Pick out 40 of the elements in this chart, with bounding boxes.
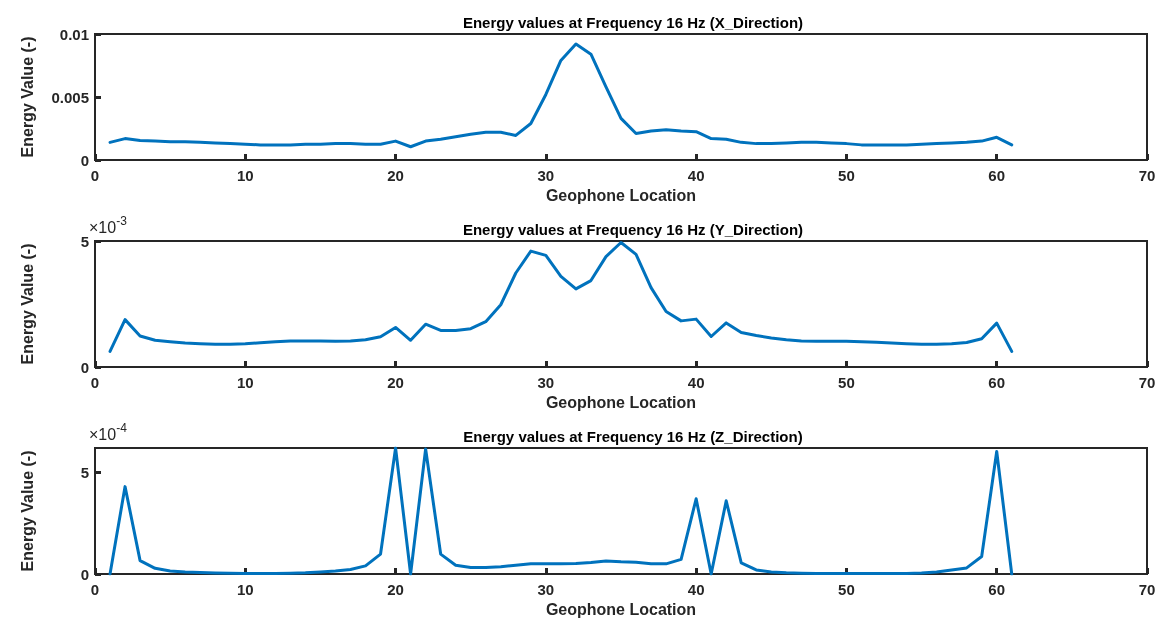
x-tick-label: 50	[838, 374, 855, 391]
x-tick-label: 10	[236, 167, 254, 184]
x-axis-title: Geophone Location	[545, 187, 697, 205]
x-axis-title: Geophone Location	[545, 601, 697, 619]
line-series	[108, 241, 1014, 353]
y-tick-label: 0.01	[59, 25, 89, 43]
y-tick-label: 0	[80, 565, 89, 583]
y-tick-label: 0	[80, 151, 89, 169]
y-axis-title: Energy Value (-)	[18, 36, 36, 158]
x-tick-label: 50	[838, 167, 855, 184]
x-tick-label: 20	[387, 167, 404, 184]
x-tick-label: 60	[988, 167, 1006, 184]
x-tick-label: 30	[537, 581, 555, 598]
x-tick-label: 40	[687, 581, 705, 598]
x-tick-label: 20	[387, 374, 404, 391]
y-tick-label: 0	[80, 358, 89, 376]
y-tick-label: 5	[80, 232, 89, 250]
x-tick-label: 20	[387, 581, 404, 598]
x-tick-label: 70	[1138, 167, 1156, 184]
x-axis-title: Geophone Location	[545, 394, 697, 412]
y-tick-label: 5	[80, 463, 89, 481]
x-tick-label: 30	[537, 167, 555, 184]
x-tick-label: 10	[236, 374, 254, 391]
y-axis-title: Energy Value (-)	[18, 450, 36, 572]
chart-title: Energy values at Frequency 16 Hz (Y_Direction)	[462, 221, 804, 238]
x-tick-label: 40	[687, 167, 705, 184]
y-axis-title: Energy Value (-)	[18, 243, 36, 365]
x-tick-label: 70	[1138, 374, 1156, 391]
x-tick-label: 40	[687, 374, 705, 391]
chart-title: Energy values at Frequency 16 Hz (X_Direction)	[462, 14, 804, 31]
x-tick-label: 60	[988, 581, 1006, 598]
line-series	[108, 446, 1014, 576]
y-tick-label: 0.005	[51, 88, 89, 106]
chart-title: Energy values at Frequency 16 Hz (Z_Direction)	[463, 428, 803, 445]
line-series	[108, 42, 1014, 149]
x-tick-label: 30	[537, 374, 555, 391]
x-tick-label: 70	[1138, 581, 1156, 598]
x-tick-label: 50	[838, 581, 855, 598]
x-tick-label: 60	[988, 374, 1006, 391]
x-tick-label: 10	[236, 581, 254, 598]
